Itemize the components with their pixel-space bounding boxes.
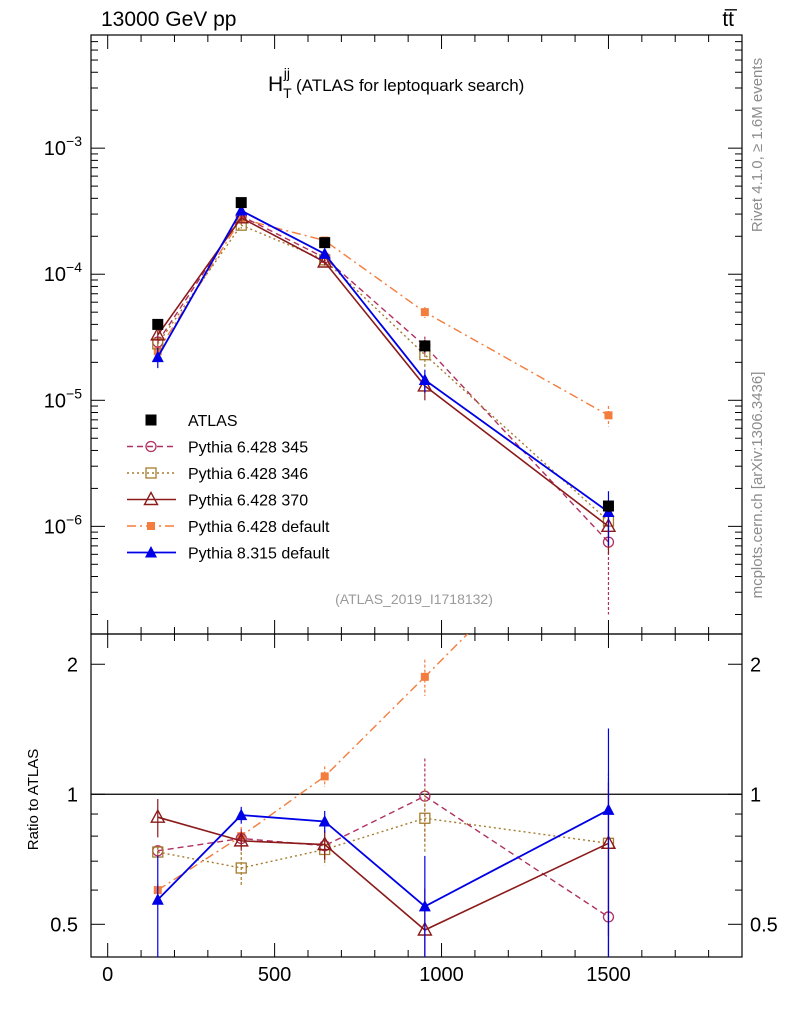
main-point: [419, 340, 431, 352]
ratio-series-line: [157, 817, 609, 869]
plot-title-area: HTjj(ATLAS for leptoquark search) (ATLAS_…: [268, 65, 524, 607]
y-tick-label: 10−6: [44, 511, 82, 538]
rivet-version-label: Rivet 4.1.0, ≥ 1.6M events: [749, 58, 766, 232]
ratio-y-tick-label-right: 0.5: [750, 914, 778, 936]
main-point: [604, 411, 613, 420]
ratio-y-tick-label: 0.5: [50, 914, 78, 936]
legend-marker: [145, 467, 157, 479]
ratio-y-tick-label: 1: [67, 784, 78, 806]
legend-label: Pythia 6.428 345: [188, 440, 308, 457]
header-process-label: tt̅: [722, 8, 734, 31]
ratio-point: [150, 808, 166, 823]
x-tick-label: 0: [102, 964, 113, 986]
side-labels: Rivet 4.1.0, ≥ 1.6M events mcplots.cern.c…: [749, 58, 766, 598]
legend-marker: [145, 440, 157, 453]
y-tick-label: 10−3: [44, 133, 82, 160]
legend-label: Pythia 6.428 346: [188, 466, 308, 483]
header-energy-label: 13000 GeV pp: [101, 8, 237, 31]
main-point: [150, 326, 166, 341]
main-point: [602, 500, 614, 512]
mcplots-source-label: mcplots.cern.ch [arXiv:1306.3436]: [749, 372, 766, 599]
main-plot-panel: 10−3 10−4 10−5 10−6: [44, 34, 743, 635]
ratio-frame: [90, 633, 743, 958]
legend-marker: [145, 546, 157, 558]
ratio-plot-panel: 0 500 1000 1500 0.5 0.5 1 1 2 2 Ratio to ATLAS: [25, 633, 778, 986]
x-tick-label: 1500: [586, 964, 631, 986]
legend-marker: [143, 491, 159, 506]
main-point: [317, 253, 333, 268]
ratio-y-tick-label-right: 2: [750, 654, 761, 676]
ratio-series-line: [157, 809, 609, 908]
ratio-point: [233, 832, 249, 847]
main-point: [235, 197, 247, 209]
ratio-series-group: [150, 634, 617, 957]
legend-label: Pythia 6.428 370: [188, 493, 308, 510]
analysis-tag: (ATLAS_2019_I1718132): [335, 591, 493, 607]
ratio-point: [420, 672, 429, 681]
ratio-point: [317, 836, 333, 851]
ratio-point: [318, 814, 331, 827]
ratio-point: [418, 899, 431, 912]
main-point: [418, 373, 431, 385]
legend-label: Pythia 6.428 default: [188, 519, 330, 536]
ratio-y-tick-label-right: 1: [750, 784, 761, 806]
x-tick-label: 1000: [419, 964, 464, 986]
ratio-point: [235, 808, 248, 821]
main-point: [319, 237, 331, 249]
main-point: [151, 350, 164, 363]
x-tick-label: 500: [258, 964, 291, 986]
ratio-series-line: [157, 795, 609, 918]
ratio-series-line: [157, 816, 609, 931]
main-point: [152, 318, 164, 330]
ratio-y-tick-label: 2: [67, 654, 78, 676]
legend: ATLAS Pythia 6.428 345 Pythia 6.428 346 Pyt…: [127, 413, 330, 563]
legend-label: Pythia 8.315 default: [188, 546, 330, 563]
ratio-point: [235, 862, 247, 874]
main-point: [235, 204, 248, 216]
legend-marker: [145, 414, 157, 426]
main-frame: [90, 34, 743, 635]
legend-label: ATLAS: [188, 413, 238, 430]
ratio-point: [151, 893, 164, 905]
ratio-point: [320, 772, 329, 781]
plot-title: HTjj(ATLAS for leptoquark search): [268, 65, 524, 101]
y-tick-label: 10−5: [44, 385, 82, 412]
y-tick-label: 10−4: [44, 259, 82, 286]
ratio-point: [419, 812, 431, 824]
ratio-y-axis-label: Ratio to ATLAS: [25, 749, 42, 850]
main-series-line: [157, 218, 609, 416]
main-point: [318, 247, 331, 259]
ratio-point: [602, 803, 615, 815]
legend-marker: [147, 522, 155, 530]
main-point: [420, 308, 429, 317]
